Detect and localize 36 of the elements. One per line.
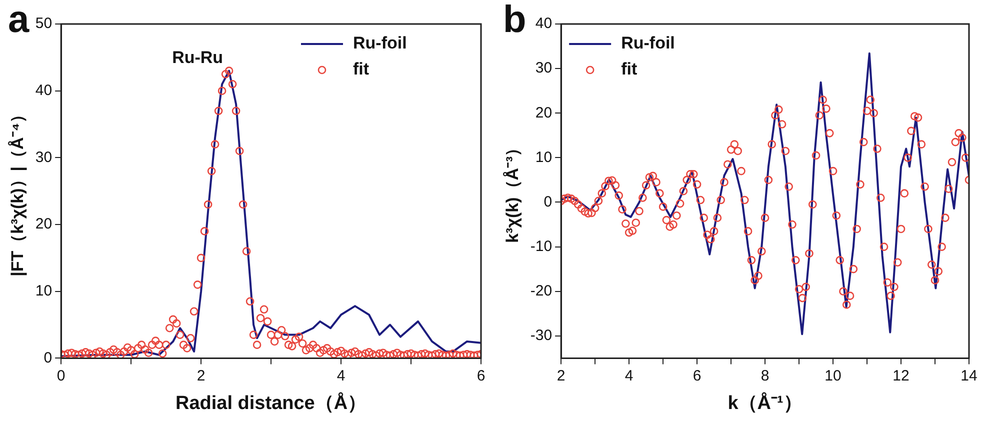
y-tick-label: 20: [535, 104, 552, 122]
x-tick-label: 2: [196, 367, 206, 384]
x-tick-label: 0: [56, 367, 66, 384]
text: a: [8, 0, 30, 41]
x-axis-title: k（Å⁻¹）: [728, 392, 802, 414]
y-axis-title: k³χ(k)（Å⁻³）: [502, 139, 522, 243]
legend-label: Ru-foil: [353, 34, 407, 53]
legend-label: Ru-foil: [621, 34, 675, 53]
x-tick-label: 8: [760, 367, 770, 384]
y-tick-label: 0: [544, 193, 552, 210]
y-tick-label: 20: [35, 216, 52, 233]
y-tick-label: 50: [35, 15, 52, 32]
x-tick-label: 6: [476, 367, 486, 384]
y-tick-label: 10: [535, 148, 552, 166]
y-axis-title: |FT（k³χ(k)）|（Å⁻⁴）: [8, 106, 27, 276]
annotation: Ru-Ru: [172, 48, 224, 67]
y-tick-label: -10: [530, 238, 552, 255]
text: b: [503, 0, 526, 41]
y-tick-label: 10: [35, 282, 52, 300]
y-tick-label: 40: [535, 15, 552, 32]
legend-label: fit: [621, 60, 638, 79]
x-tick-label: 4: [624, 367, 634, 384]
y-tick-label: -20: [530, 282, 552, 300]
x-tick-label: 14: [960, 367, 978, 384]
x-tick-label: 6: [692, 367, 702, 384]
y-tick-label: 40: [35, 82, 52, 99]
x-tick-label: 10: [824, 367, 842, 384]
y-tick-label: -30: [530, 327, 552, 344]
y-tick-label: 0: [44, 349, 52, 366]
x-tick-label: 12: [892, 367, 910, 384]
x-tick-label: 4: [336, 367, 346, 384]
y-tick-label: 30: [35, 148, 52, 166]
x-axis-title: Radial distance（Å）: [175, 392, 367, 414]
legend-label: fit: [353, 60, 370, 79]
x-tick-label: 2: [556, 367, 566, 384]
y-tick-label: 30: [535, 60, 552, 77]
